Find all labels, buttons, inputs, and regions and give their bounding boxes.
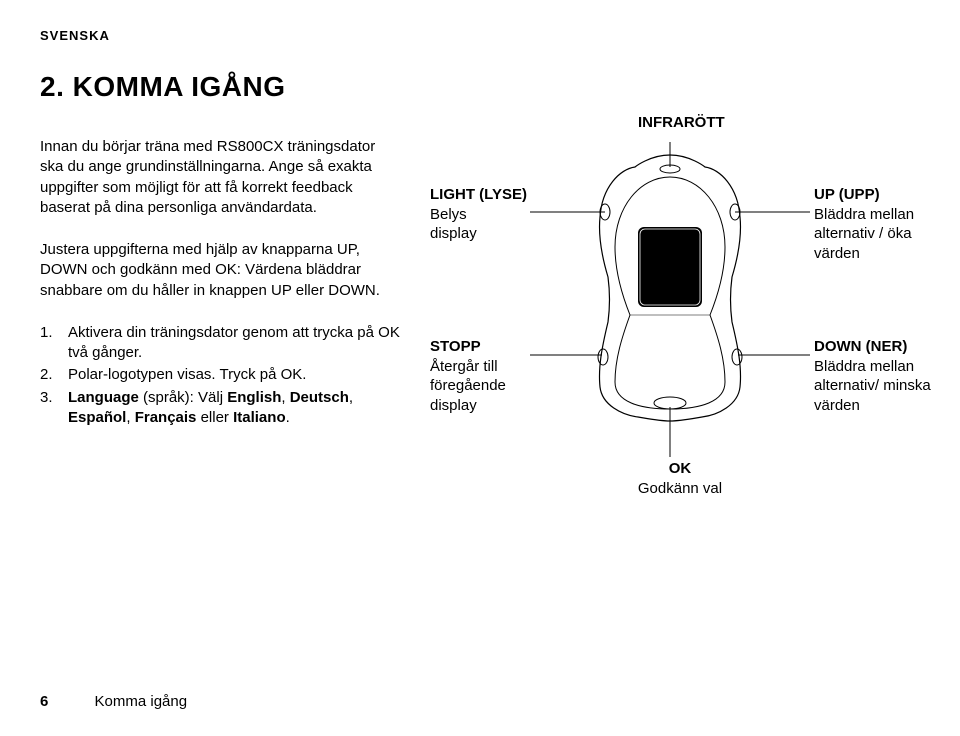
page-title: 2. KOMMA IGÅNG (40, 71, 920, 103)
steps-list: Aktivera din träningsdator genom att try… (40, 323, 400, 428)
opt-espanol: Español (68, 409, 126, 426)
label-stop-desc: Återgår till föregående display (430, 357, 530, 416)
right-column: INFRARÖTT LIGHT (LYSE) Belys display UP … (420, 137, 920, 557)
label-up-title: UP (UPP) (814, 185, 944, 205)
t: . (286, 409, 290, 426)
footer-page-number: 6 (40, 693, 48, 710)
label-down-desc: Bläddra mellan alternativ/ minska värden (814, 357, 954, 416)
label-up: UP (UPP) Bläddra mellan alternativ / öka… (814, 185, 944, 263)
footer: 6 Komma igång (40, 693, 187, 710)
header-language: SVENSKA (40, 28, 920, 43)
label-light: LIGHT (LYSE) Belys display (430, 185, 530, 244)
t: eller (196, 409, 233, 426)
t: (språk): Välj (139, 389, 227, 406)
label-stop: STOPP Återgår till föregående display (430, 337, 530, 415)
step-1: Aktivera din träningsdator genom att try… (40, 323, 400, 364)
label-light-title: LIGHT (LYSE) (430, 185, 530, 205)
step-3-lang: Language (68, 389, 139, 406)
opt-francais: Français (135, 409, 197, 426)
opt-italiano: Italiano (233, 409, 286, 426)
label-stop-title: STOPP (430, 337, 530, 357)
label-infrared-title: INFRARÖTT (638, 113, 725, 133)
content-columns: Innan du börjar träna med RS800CX tränin… (40, 137, 920, 557)
watch-illustration (570, 147, 770, 427)
label-down-title: DOWN (NER) (814, 337, 954, 357)
t: , (281, 389, 289, 406)
intro-para-2: Justera uppgifterna med hjälp av knappar… (40, 240, 400, 301)
opt-deutsch: Deutsch (290, 389, 349, 406)
label-down: DOWN (NER) Bläddra mellan alternativ/ mi… (814, 337, 954, 415)
label-ok-desc: Godkänn val (630, 479, 730, 499)
watch-diagram: INFRARÖTT LIGHT (LYSE) Belys display UP … (430, 107, 930, 537)
t: , (349, 389, 353, 406)
label-up-desc: Bläddra mellan alternativ / öka värden (814, 205, 944, 264)
opt-english: English (227, 389, 281, 406)
label-ok-title: OK (630, 459, 730, 479)
left-column: Innan du börjar träna med RS800CX tränin… (40, 137, 400, 557)
label-infrared: INFRARÖTT (638, 113, 725, 133)
intro-para-1: Innan du börjar träna med RS800CX tränin… (40, 137, 400, 218)
step-3: Language (språk): Välj English, Deutsch,… (40, 388, 400, 429)
step-2: Polar-logotypen visas. Tryck på OK. (40, 365, 400, 385)
label-light-desc: Belys display (430, 205, 530, 244)
footer-section: Komma igång (95, 693, 188, 710)
t: , (126, 409, 134, 426)
label-ok: OK Godkänn val (630, 459, 730, 498)
